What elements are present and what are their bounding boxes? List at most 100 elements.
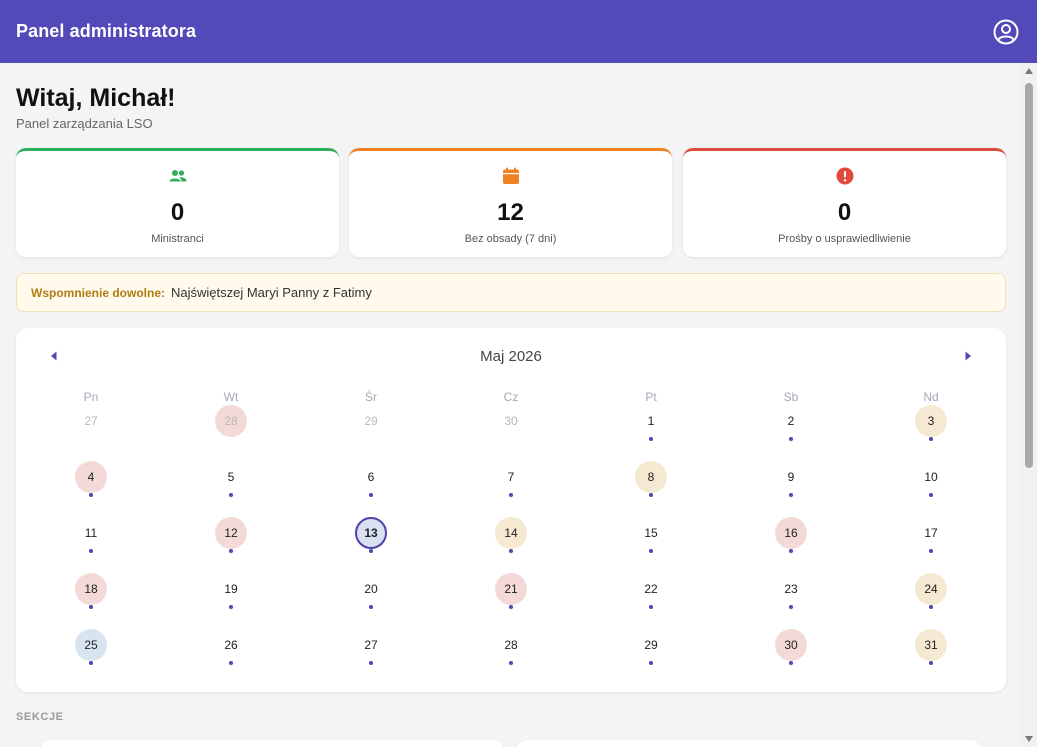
sections-heading: SEKCJE — [16, 711, 64, 723]
calendar-day[interactable]: 6 — [367, 470, 375, 484]
event-dot — [509, 661, 513, 665]
calendar-day[interactable]: 27 — [364, 638, 378, 652]
weekday-label: Cz — [503, 390, 519, 404]
event-dot — [89, 661, 93, 665]
main-content: Witaj, Michał! Panel zarządzania LSO 0 M… — [0, 63, 1021, 747]
event-dot — [929, 493, 933, 497]
calendar-day[interactable]: 27 — [84, 414, 98, 428]
event-dot — [509, 605, 513, 609]
calendar-day[interactable]: 9 — [787, 470, 795, 484]
event-dot — [929, 661, 933, 665]
calendar-day[interactable]: 21 — [495, 573, 527, 605]
people-icon — [169, 170, 186, 182]
weekday-label: Nd — [923, 390, 939, 404]
event-dot — [789, 605, 793, 609]
stat-card-ministranci[interactable]: 0 Ministranci — [16, 148, 339, 257]
calendar-day[interactable]: 16 — [775, 517, 807, 549]
stat-card-bez-obsady[interactable]: 12 Bez obsady (7 dni) — [349, 148, 672, 257]
calendar-day[interactable]: 23 — [784, 582, 798, 596]
event-dot — [789, 549, 793, 553]
memorial-text: Najświętszej Maryi Panny z Fatimy — [171, 285, 372, 300]
calendar-day[interactable]: 19 — [224, 582, 238, 596]
greeting-subtitle: Panel zarządzania LSO — [16, 116, 153, 131]
event-dot — [229, 661, 233, 665]
weekday-label: Sb — [783, 390, 799, 404]
calendar-day[interactable]: 31 — [915, 629, 947, 661]
calendar: Maj 2026 Pn Wt Śr Cz Pt Sb Nd 27 28 29 30 1 2 3 4 5 6 7 8 9… — [16, 328, 1006, 692]
section-card[interactable] — [40, 740, 504, 747]
calendar-day[interactable]: 11 — [84, 526, 98, 540]
calendar-day[interactable]: 17 — [924, 526, 938, 540]
event-dot — [929, 549, 933, 553]
calendar-day[interactable]: 22 — [644, 582, 658, 596]
event-dot — [229, 605, 233, 609]
event-dot — [929, 605, 933, 609]
calendar-day[interactable]: 3 — [915, 405, 947, 437]
calendar-day[interactable]: 2 — [787, 414, 795, 428]
event-dot — [369, 493, 373, 497]
event-dot — [649, 493, 653, 497]
event-dot — [229, 493, 233, 497]
event-dot — [89, 493, 93, 497]
calendar-month-label: Maj 2026 — [480, 348, 542, 365]
event-dot — [789, 661, 793, 665]
calendar-day[interactable]: 1 — [647, 414, 655, 428]
calendar-day[interactable]: 18 — [75, 573, 107, 605]
event-dot — [509, 549, 513, 553]
scroll-down-icon[interactable] — [1025, 736, 1033, 742]
event-dot — [649, 549, 653, 553]
calendar-day[interactable]: 29 — [364, 414, 378, 428]
calendar-day[interactable]: 24 — [915, 573, 947, 605]
stat-label: Prośby o usprawiedliwienie — [778, 233, 911, 245]
weekday-label: Pn — [83, 390, 99, 404]
memorial-label: Wspomnienie dowolne: — [31, 285, 165, 300]
event-dot — [509, 493, 513, 497]
calendar-day[interactable]: 14 — [495, 517, 527, 549]
account-circle-icon[interactable] — [993, 19, 1019, 45]
event-dot — [229, 549, 233, 553]
alert-icon — [836, 167, 853, 185]
calendar-day[interactable]: 29 — [644, 638, 658, 652]
stat-card-prosby[interactable]: 0 Prośby o usprawiedliwienie — [683, 148, 1006, 257]
section-card[interactable] — [517, 740, 981, 747]
scrollbar-thumb[interactable] — [1025, 83, 1033, 468]
calendar-day[interactable]: 30 — [775, 629, 807, 661]
app-title: Panel administratora — [16, 21, 197, 41]
memorial-banner: Wspomnienie dowolne: Najświętszej Maryi … — [16, 273, 1006, 312]
calendar-day[interactable]: 4 — [75, 461, 107, 493]
calendar-day[interactable]: 30 — [504, 414, 518, 428]
next-month-button[interactable] — [962, 350, 974, 362]
event-dot — [369, 549, 373, 553]
calendar-day[interactable]: 15 — [644, 526, 658, 540]
calendar-day[interactable]: 5 — [227, 470, 235, 484]
event-dot — [789, 493, 793, 497]
calendar-day[interactable]: 12 — [215, 517, 247, 549]
stat-value: 0 — [837, 199, 852, 226]
calendar-day[interactable]: 25 — [75, 629, 107, 661]
prev-month-button[interactable] — [48, 350, 60, 362]
calendar-day[interactable]: 28 — [504, 638, 518, 652]
scrollbar[interactable] — [1021, 63, 1037, 747]
stat-value: 12 — [497, 199, 524, 226]
event-dot — [789, 437, 793, 441]
stat-value: 0 — [170, 199, 185, 226]
calendar-day[interactable]: 10 — [924, 470, 938, 484]
event-dot — [89, 605, 93, 609]
stat-label: Ministranci — [151, 233, 204, 245]
calendar-day-today[interactable]: 13 — [355, 517, 387, 549]
stat-label: Bez obsady (7 dni) — [464, 233, 557, 245]
scroll-up-icon[interactable] — [1025, 68, 1033, 74]
event-dot — [929, 437, 933, 441]
event-dot — [649, 605, 653, 609]
calendar-day[interactable]: 26 — [224, 638, 238, 652]
calendar-day[interactable]: 20 — [364, 582, 378, 596]
weekday-label: Wt — [223, 390, 239, 404]
calendar-day[interactable]: 7 — [507, 470, 515, 484]
top-bar: Panel administratora — [0, 0, 1037, 63]
event-dot — [369, 605, 373, 609]
event-dot — [649, 437, 653, 441]
calendar-icon — [502, 167, 519, 184]
calendar-day[interactable]: 28 — [215, 405, 247, 437]
calendar-day[interactable]: 8 — [635, 461, 667, 493]
weekday-label: Pt — [645, 390, 657, 404]
